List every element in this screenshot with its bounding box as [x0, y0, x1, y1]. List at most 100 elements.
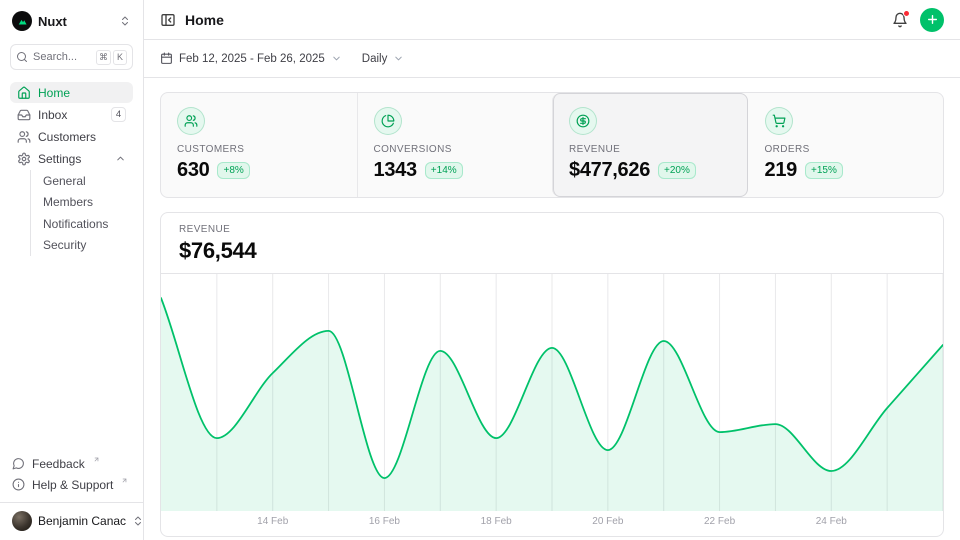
- pie-chart-icon: [373, 107, 402, 135]
- chevrons-up-down-icon: [132, 515, 144, 527]
- stats-row: CUSTOMERS 630 +8% CONVERSIONS 1343 +14%: [160, 92, 944, 198]
- delta-badge: +15%: [804, 162, 843, 179]
- workspace-switcher[interactable]: Nuxt: [10, 8, 133, 34]
- stat-label: CONVERSIONS: [373, 144, 452, 155]
- workspace-name: Nuxt: [38, 13, 67, 29]
- date-range-picker[interactable]: Feb 12, 2025 - Feb 26, 2025: [160, 52, 342, 65]
- add-button[interactable]: [920, 7, 944, 32]
- stat-value: $477,626: [569, 159, 651, 181]
- inbox-icon: [17, 108, 31, 122]
- stat-value: 219: [764, 159, 798, 181]
- sidebar-item-home[interactable]: Home: [10, 82, 133, 103]
- plus-icon: [927, 15, 937, 24]
- notifications-button[interactable]: [892, 9, 910, 28]
- stat-label: ORDERS: [764, 144, 810, 155]
- circle-dollar-icon: [569, 107, 597, 135]
- sidebar-divider: [0, 502, 143, 503]
- sidebar-item-label: Inbox: [38, 107, 68, 122]
- x-tick-label: 16 Feb: [368, 516, 400, 527]
- sidebar-item-settings[interactable]: Settings: [10, 148, 133, 169]
- granularity-select[interactable]: Daily: [362, 53, 405, 65]
- stat-card-conversions[interactable]: CONVERSIONS 1343 +14%: [356, 93, 553, 197]
- sidebar-item-notifications[interactable]: Notifications: [43, 216, 109, 231]
- stat-label: REVENUE: [569, 144, 621, 155]
- house-icon: [17, 86, 31, 100]
- chart-metric-label: REVENUE: [179, 224, 231, 235]
- kbd-cmd: ⌘: [96, 49, 111, 65]
- chevron-down-icon: [393, 53, 404, 64]
- sidebar-item-label: Settings: [38, 151, 82, 166]
- user-menu[interactable]: Benjamin Canac: [10, 503, 142, 540]
- sidebar: Nuxt Search... ⌘ K Home: [0, 0, 144, 540]
- settings-submenu: General Members Notifications Security: [30, 170, 133, 256]
- x-tick-label: 22 Feb: [703, 516, 736, 527]
- chart-header: REVENUE $76,544: [161, 213, 943, 274]
- kbd-k: K: [113, 49, 127, 65]
- revenue-line: [161, 297, 943, 479]
- stat-value: 1343: [373, 159, 418, 181]
- sidebar-item-label: Customers: [38, 129, 97, 144]
- shopping-cart-icon: [764, 107, 793, 135]
- x-tick-label: 14 Feb: [257, 516, 289, 527]
- topbar-actions: [892, 7, 944, 32]
- help-support-label: Help & Support: [32, 477, 114, 492]
- delta-badge: +14%: [424, 162, 463, 179]
- gear-icon: [17, 152, 31, 166]
- stat-label: CUSTOMERS: [177, 144, 245, 155]
- search-placeholder: Search...: [33, 51, 78, 63]
- revenue-area-chart[interactable]: [161, 274, 943, 511]
- area-fill: [161, 298, 943, 511]
- panel-left-close-icon: [161, 13, 175, 26]
- chevron-down-icon: [331, 53, 342, 64]
- message-bubble-icon: [12, 457, 25, 470]
- stat-card-orders[interactable]: ORDERS 219 +15%: [748, 93, 944, 197]
- search-input[interactable]: Search... ⌘ K: [10, 44, 133, 70]
- users-icon: [17, 130, 31, 144]
- sidebar-item-customers[interactable]: Customers: [10, 126, 133, 147]
- nuxt-logo-icon: [12, 11, 32, 31]
- chart-canvas: [161, 274, 943, 511]
- stat-value: 630: [177, 159, 210, 181]
- filter-toolbar: Feb 12, 2025 - Feb 26, 2025 Daily: [144, 40, 960, 78]
- external-link-icon: [121, 477, 128, 484]
- granularity-value: Daily: [361, 52, 388, 65]
- users-icon: [177, 107, 205, 135]
- revenue-chart-card: REVENUE $76,544 14 Feb 16 Feb 18 Feb 20 Feb…: [160, 212, 944, 537]
- date-range-value: Feb 12, 2025 - Feb 26, 2025: [179, 52, 325, 65]
- chevrons-up-down-icon: [119, 15, 131, 27]
- stat-card-customers[interactable]: CUSTOMERS 630 +8%: [161, 93, 357, 197]
- delta-badge: +8%: [217, 162, 250, 179]
- feedback-link[interactable]: Feedback: [10, 453, 133, 474]
- sidebar-nav: Home Inbox 4 Customers Settings: [10, 82, 133, 258]
- search-shortcut: ⌘ K: [96, 49, 127, 65]
- x-tick-label: 24 Feb: [815, 516, 847, 527]
- inbox-count-badge: 4: [111, 107, 126, 122]
- avatar: [12, 511, 32, 531]
- feedback-label: Feedback: [32, 456, 85, 471]
- external-link-icon: [93, 456, 100, 463]
- stat-card-revenue[interactable]: REVENUE $477,626 +20%: [552, 93, 748, 197]
- collapse-sidebar-button[interactable]: [160, 12, 176, 28]
- user-name: Benjamin Canac: [38, 514, 127, 528]
- topbar: Home: [144, 0, 960, 40]
- sidebar-item-general[interactable]: General: [43, 173, 86, 188]
- help-support-link[interactable]: Help & Support: [10, 474, 133, 495]
- delta-badge: +20%: [658, 162, 696, 179]
- sidebar-item-label: Home: [38, 85, 71, 100]
- sidebar-item-security[interactable]: Security: [43, 238, 87, 253]
- x-tick-label: 20 Feb: [592, 516, 624, 527]
- sidebar-footer: Feedback Help & Support Benjamin Canac: [0, 453, 143, 540]
- calendar-icon: [160, 52, 173, 65]
- notification-dot: [903, 9, 910, 17]
- chart-x-axis: 14 Feb 16 Feb 18 Feb 20 Feb 22 Feb 24 Feb: [161, 511, 943, 536]
- info-circle-icon: [12, 478, 25, 491]
- sidebar-item-inbox[interactable]: Inbox 4: [10, 104, 133, 125]
- chart-metric-value: $76,544: [179, 238, 257, 263]
- search-icon: [16, 51, 28, 63]
- chevron-up-icon: [115, 153, 126, 164]
- content: CUSTOMERS 630 +8% CONVERSIONS 1343 +14%: [144, 78, 960, 537]
- page-title: Home: [185, 11, 224, 28]
- sidebar-item-members[interactable]: Members: [43, 195, 94, 210]
- x-tick-label: 18 Feb: [480, 516, 512, 527]
